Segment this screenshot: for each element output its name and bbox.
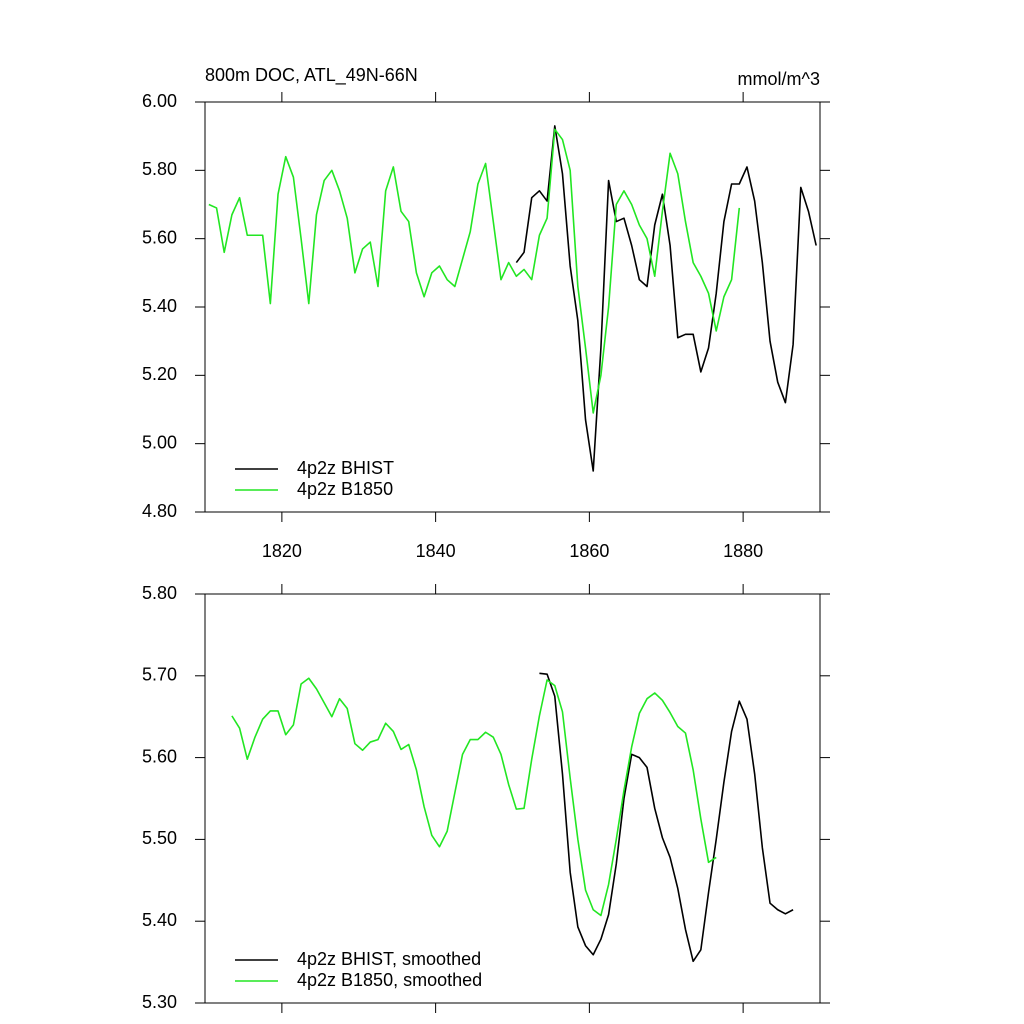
y-tick-label: 5.60 [142,227,177,247]
y-tick-label: 4.80 [142,501,177,521]
plot-frame [204,101,821,513]
y-tick-label: 6.00 [142,91,177,111]
x-tick-label: 1820 [262,541,302,561]
data-line [208,128,741,414]
y-tick-label: 5.20 [142,364,177,384]
y-tick-label: 5.00 [142,432,177,452]
chart-title: 800m DOC, ATL_49N-66N [205,65,418,86]
y-tick-label: 5.40 [142,296,177,316]
data-line [539,672,794,963]
y-tick-label: 5.80 [142,159,177,179]
data-line [515,125,817,472]
data-line [231,677,717,917]
y-tick-label: 5.70 [142,665,177,685]
y-tick-label: 5.30 [142,992,177,1012]
y-tick-label: 5.80 [142,583,177,603]
y-tick-label: 5.50 [142,828,177,848]
x-tick-label: 1860 [569,541,609,561]
y-tick-label: 5.60 [142,746,177,766]
y-tick-label: 5.40 [142,910,177,930]
x-tick-label: 1840 [416,541,456,561]
legend-label: 4p2z BHIST, smoothed [297,949,481,969]
legend-label: 4p2z B1850, smoothed [297,970,482,990]
legend-label: 4p2z BHIST [297,458,394,478]
plot-frame [204,593,821,1004]
units-label: mmol/m^3 [738,69,820,89]
x-tick-label: 1880 [723,541,763,561]
legend-label: 4p2z B1850 [297,479,393,499]
